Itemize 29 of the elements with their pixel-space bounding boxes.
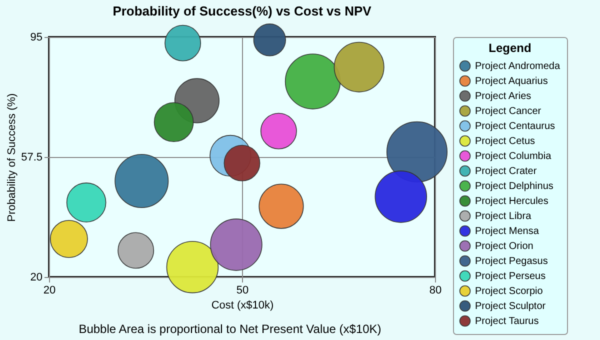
x-tick-label: 50 bbox=[236, 284, 249, 296]
legend-label: Project Columbia bbox=[475, 151, 552, 162]
legend-label: Project Aquarius bbox=[475, 76, 548, 87]
legend-label: Project Cancer bbox=[475, 106, 542, 117]
chart-title: Probability of Success(%) vs Cost vs NPV bbox=[112, 3, 372, 18]
y-tick-label: 20 bbox=[30, 272, 42, 284]
x-axis-title: Cost (x$10k) bbox=[211, 300, 274, 312]
legend-label: Project Mensa bbox=[475, 226, 540, 237]
legend-label: Project Taurus bbox=[475, 316, 539, 327]
legend-label: Project Crater bbox=[475, 166, 538, 177]
legend-label: Project Sculptor bbox=[475, 301, 546, 312]
legend-label: Project Delphinus bbox=[475, 181, 554, 192]
y-tick-label: 57.5 bbox=[21, 152, 42, 164]
legend-label: Project Orion bbox=[475, 241, 534, 252]
legend-label: Project Scorpio bbox=[475, 286, 544, 297]
legend-title: Legend bbox=[488, 41, 532, 55]
legend-label: Project Hercules bbox=[475, 196, 548, 207]
legend-label: Project Libra bbox=[475, 211, 532, 222]
legend-label: Project Cetus bbox=[475, 136, 536, 147]
y-axis-title: Probability of Success (%) bbox=[6, 93, 18, 222]
legend-label: Project Pegasus bbox=[475, 256, 548, 267]
legend-label: Project Andromeda bbox=[475, 61, 560, 72]
x-tick-label: 20 bbox=[43, 284, 56, 296]
legend-label: Project Perseus bbox=[475, 271, 546, 282]
legend-label: Project Centaurus bbox=[475, 121, 556, 132]
legend-label: Project Aries bbox=[475, 91, 532, 102]
y-tick-label: 95 bbox=[30, 32, 42, 44]
text: Bubble Area is proportional to Net Present Value (x$10K) bbox=[78, 322, 382, 336]
x-tick-label: 80 bbox=[429, 284, 442, 296]
